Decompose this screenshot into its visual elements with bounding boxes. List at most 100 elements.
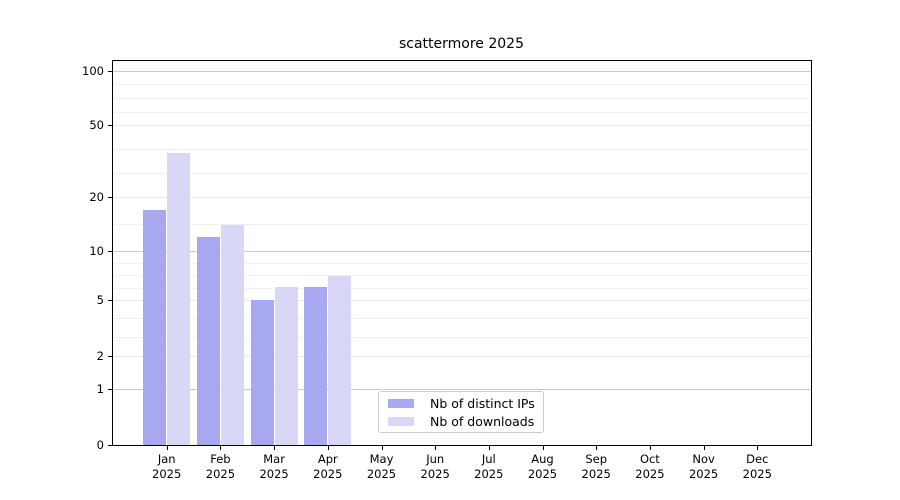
legend: Nb of distinct IPs Nb of downloads — [378, 391, 544, 433]
bar-distinct-ips-mar — [250, 299, 274, 445]
gridline-minor — [113, 111, 811, 113]
chart-title: scattermore 2025 — [398, 36, 524, 52]
x-tick-label-jul: Jul 2025 — [457, 452, 521, 482]
x-tick-mark-dec — [757, 446, 759, 450]
legend-label-distinct-ips: Nb of distinct IPs — [430, 395, 535, 411]
x-tick-label-month: Jul — [481, 452, 496, 466]
y-tick-label-5: 5 — [96, 292, 104, 307]
x-tick-label-year: 2025 — [474, 467, 504, 481]
x-tick-mark-jul — [488, 446, 490, 450]
x-tick-label-month: Mar — [263, 452, 285, 466]
x-tick-label-feb: Feb 2025 — [188, 452, 252, 482]
y-tick-label-20: 20 — [89, 190, 104, 205]
x-tick-mark-nov — [703, 446, 705, 450]
gridline-y-2 — [113, 356, 811, 358]
y-tick-label-0: 0 — [96, 438, 104, 452]
x-tick-label-month: Feb — [210, 452, 231, 466]
y-tick-mark-5 — [108, 299, 112, 301]
y-tick-mark-50 — [108, 125, 112, 127]
x-tick-label-month: Oct — [639, 452, 660, 466]
x-tick-mark-sep — [596, 446, 598, 450]
x-tick-label-month: Nov — [692, 452, 715, 466]
x-tick-label-nov: Nov 2025 — [672, 452, 736, 482]
bar-downloads-apr — [328, 276, 352, 445]
x-tick-label-year: 2025 — [742, 467, 772, 481]
plot-area: Nb of distinct IPs Nb of downloads — [112, 60, 812, 446]
x-tick-mark-may — [381, 446, 383, 450]
bar-downloads-jan — [167, 153, 191, 445]
y-tick-label-50: 50 — [89, 118, 104, 133]
legend-swatch-distinct-ips — [388, 398, 414, 408]
y-tick-mark-0 — [108, 445, 112, 446]
gridline-minor — [113, 173, 811, 175]
x-tick-label-month: May — [369, 452, 394, 466]
x-tick-label-month: Sep — [585, 452, 608, 466]
x-tick-label-mar: Mar 2025 — [242, 452, 306, 482]
x-tick-label-aug: Aug 2025 — [511, 452, 575, 482]
gridline-y-5 — [113, 299, 811, 301]
gridline-y-50 — [113, 125, 811, 127]
legend-label-downloads: Nb of downloads — [430, 413, 535, 429]
y-tick-label-1: 1 — [96, 382, 104, 397]
x-tick-label-jan: Jan 2025 — [135, 452, 199, 482]
x-tick-mark-oct — [649, 446, 651, 450]
x-tick-label-jun: Jun 2025 — [403, 452, 467, 482]
y-tick-mark-2 — [108, 356, 112, 358]
x-tick-label-dec: Dec 2025 — [725, 452, 789, 482]
bar-distinct-ips-feb — [196, 237, 220, 445]
x-tick-label-month: Jun — [426, 452, 445, 466]
gridline-minor — [113, 337, 811, 339]
gridline-minor — [113, 84, 811, 86]
x-tick-mark-feb — [220, 446, 222, 450]
x-tick-label-oct: Oct 2025 — [618, 452, 682, 482]
y-tick-label-2: 2 — [96, 349, 104, 364]
y-tick-mark-20 — [108, 197, 112, 199]
y-tick-mark-1 — [108, 389, 112, 391]
x-tick-label-year: 2025 — [688, 467, 719, 481]
y-tick-mark-100 — [108, 70, 112, 72]
x-tick-mark-jan — [166, 446, 168, 450]
bar-distinct-ips-jan — [143, 209, 167, 445]
x-tick-label-year: 2025 — [527, 467, 558, 481]
legend-item-downloads: Nb of downloads — [388, 414, 534, 429]
bar-downloads-feb — [220, 225, 244, 445]
x-tick-label-month: Aug — [531, 452, 554, 466]
x-tick-label-year: 2025 — [313, 467, 343, 481]
gridline-minor — [113, 224, 811, 226]
x-tick-label-month: Jan — [157, 452, 176, 466]
bar-distinct-ips-apr — [304, 286, 328, 445]
gridline-y-1 — [113, 389, 811, 391]
x-tick-label-month: Apr — [317, 452, 338, 466]
y-tick-label-100: 100 — [82, 63, 104, 78]
gridline-minor — [113, 98, 811, 100]
x-tick-mark-aug — [542, 446, 544, 450]
x-tick-label-year: 2025 — [635, 467, 665, 481]
x-tick-mark-mar — [274, 446, 276, 450]
y-tick-label-10: 10 — [89, 244, 104, 259]
y-tick-mark-10 — [108, 251, 112, 253]
x-tick-label-sep: Sep 2025 — [564, 452, 628, 482]
legend-swatch-downloads — [388, 416, 414, 426]
x-tick-label-year: 2025 — [581, 467, 611, 481]
gridline-y-20 — [113, 197, 811, 199]
bar-downloads-mar — [274, 286, 298, 445]
x-tick-mark-apr — [327, 446, 329, 450]
gridline-minor — [113, 287, 811, 289]
x-tick-label-may: May 2025 — [350, 452, 414, 482]
gridline-minor — [113, 149, 811, 151]
x-tick-label-year: 2025 — [152, 467, 182, 481]
x-tick-label-year: 2025 — [366, 467, 397, 481]
legend-item-distinct-ips: Nb of distinct IPs — [388, 395, 535, 411]
gridline-y-10 — [113, 251, 811, 253]
gridline-minor — [113, 318, 811, 320]
x-tick-label-apr: Apr 2025 — [296, 452, 360, 482]
x-tick-label-year: 2025 — [420, 467, 450, 481]
gridline-minor — [113, 275, 811, 277]
gridline-y-100 — [113, 70, 811, 72]
x-tick-label-month: Dec — [746, 452, 769, 466]
gridline-minor — [113, 263, 811, 265]
x-tick-mark-jun — [435, 446, 437, 450]
x-tick-label-year: 2025 — [259, 467, 289, 481]
x-tick-label-year: 2025 — [205, 467, 236, 481]
